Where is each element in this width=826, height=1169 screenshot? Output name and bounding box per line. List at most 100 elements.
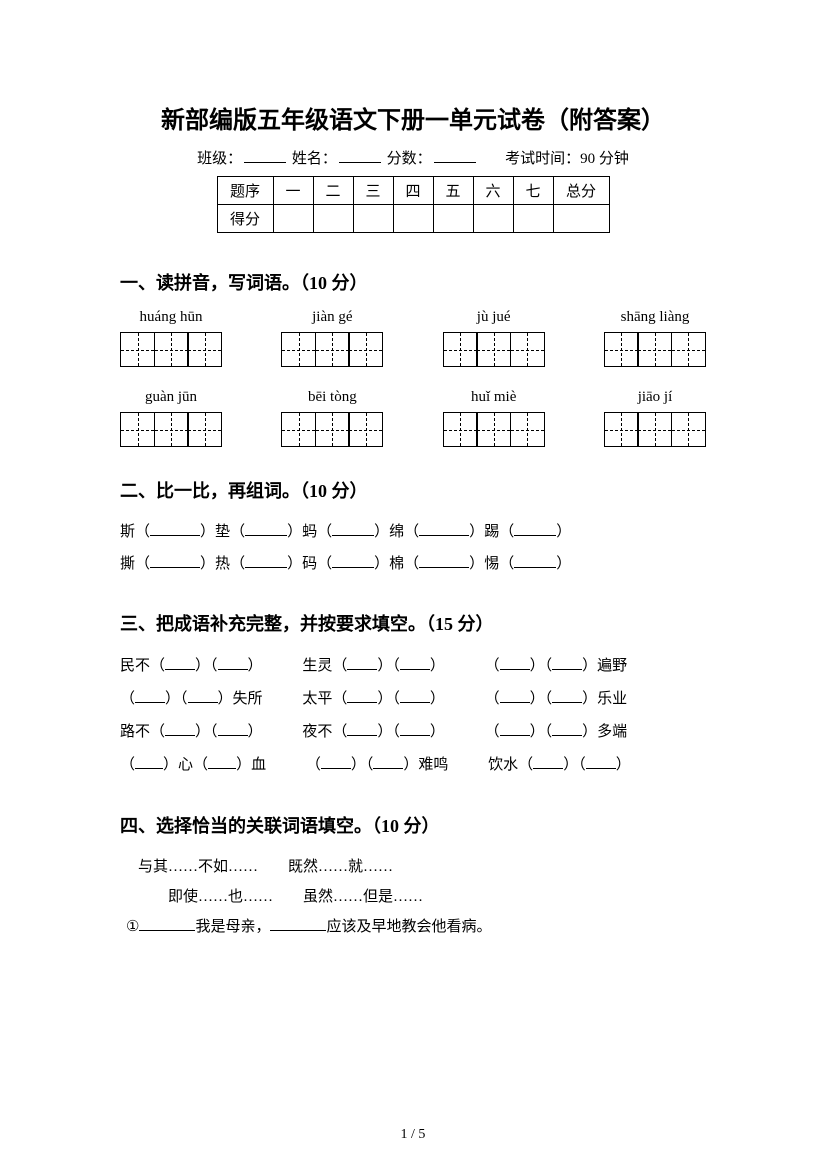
char-box-grid[interactable] — [443, 332, 545, 367]
blank[interactable] — [400, 688, 430, 703]
blank[interactable] — [586, 754, 616, 769]
char-box-grid[interactable] — [604, 332, 706, 367]
cell-q-order: 题序 — [217, 177, 273, 205]
exam-time: 考试时间：90 分钟 — [505, 151, 629, 167]
blank[interactable] — [514, 553, 556, 568]
idiom-line: （）（）失所 太平（）（） （）（）乐业 — [120, 683, 706, 716]
name-blank[interactable] — [339, 162, 381, 163]
cell-score-input[interactable] — [393, 205, 433, 233]
blank[interactable] — [500, 655, 530, 670]
blank[interactable] — [218, 721, 248, 736]
pinyin-item: bēi tòng — [281, 389, 383, 447]
idiom-prefix: 民不 — [120, 658, 150, 674]
class-label: 班级： — [197, 151, 242, 167]
cell-score-input[interactable] — [513, 205, 553, 233]
idiom-prefix: 夜不 — [302, 724, 332, 740]
blank[interactable] — [150, 521, 200, 536]
class-blank[interactable] — [244, 162, 286, 163]
char: 垫 — [215, 524, 230, 540]
blank[interactable] — [321, 754, 351, 769]
conjunction-options-2: 即使……也…… 虽然……但是…… — [120, 882, 706, 912]
question-1: ① 我是母亲， 应该及早地教会他看病。 — [120, 912, 706, 942]
blank[interactable] — [533, 754, 563, 769]
char: 蚂 — [302, 524, 317, 540]
pinyin-text: jiāo jí — [638, 389, 673, 406]
blank[interactable] — [245, 553, 287, 568]
q-text: 应该及早地教会他看病。 — [326, 919, 491, 935]
blank[interactable] — [332, 553, 374, 568]
idiom-suffix: 难鸣 — [418, 757, 448, 773]
idiom-line: 民不（）（） 生灵（）（） （）（）遍野 — [120, 650, 706, 683]
score-blank[interactable] — [434, 162, 476, 163]
cell-score-input[interactable] — [433, 205, 473, 233]
blank[interactable] — [139, 916, 195, 931]
blank[interactable] — [552, 721, 582, 736]
table-row: 题序 一 二 三 四 五 六 七 总分 — [217, 177, 609, 205]
idiom-mid: 心 — [178, 757, 193, 773]
blank[interactable] — [135, 688, 165, 703]
idiom-suffix: 乐业 — [597, 691, 627, 707]
blank[interactable] — [347, 721, 377, 736]
blank[interactable] — [373, 754, 403, 769]
pinyin-text: huáng hūn — [140, 309, 203, 326]
char-box-grid[interactable] — [120, 332, 222, 367]
blank[interactable] — [552, 688, 582, 703]
char: 惕 — [484, 556, 499, 572]
blank[interactable] — [500, 688, 530, 703]
char-box-grid[interactable] — [443, 412, 545, 447]
blank[interactable] — [270, 916, 326, 931]
blank[interactable] — [419, 521, 469, 536]
char: 码 — [302, 556, 317, 572]
pinyin-text: jiàn gé — [312, 309, 352, 326]
idiom-prefix: 饮水 — [488, 757, 518, 773]
idiom-suffix: 多端 — [597, 724, 627, 740]
char-box-grid[interactable] — [604, 412, 706, 447]
conjunction-options-1: 与其……不如…… 既然……就…… — [120, 852, 706, 882]
char-box-grid[interactable] — [281, 332, 383, 367]
blank[interactable] — [500, 721, 530, 736]
idiom-prefix: 生灵 — [302, 658, 332, 674]
cell-score-input[interactable] — [353, 205, 393, 233]
blank[interactable] — [347, 655, 377, 670]
blank[interactable] — [208, 754, 236, 769]
blank[interactable] — [165, 655, 195, 670]
q-text: 我是母亲， — [195, 919, 270, 935]
section-4-title: 四、选择恰当的关联词语填空。（10 分） — [120, 812, 706, 838]
cell-num: 二 — [313, 177, 353, 205]
char: 踢 — [484, 524, 499, 540]
char-box-grid[interactable] — [120, 412, 222, 447]
blank[interactable] — [400, 655, 430, 670]
char-box-grid[interactable] — [281, 412, 383, 447]
blank[interactable] — [165, 721, 195, 736]
cell-num: 一 — [273, 177, 313, 205]
blank[interactable] — [150, 553, 200, 568]
idiom-prefix: 路不 — [120, 724, 150, 740]
blank[interactable] — [419, 553, 469, 568]
section-3-title: 三、把成语补充完整，并按要求填空。（15 分） — [120, 610, 706, 636]
cell-score-input[interactable] — [553, 205, 609, 233]
blank[interactable] — [332, 521, 374, 536]
table-row: 得分 — [217, 205, 609, 233]
cell-score-input[interactable] — [473, 205, 513, 233]
blank[interactable] — [135, 754, 163, 769]
page-number: 1 / 5 — [0, 1127, 826, 1143]
cell-score-input[interactable] — [313, 205, 353, 233]
blank[interactable] — [514, 521, 556, 536]
blank[interactable] — [188, 688, 218, 703]
pinyin-row-2: guàn jūn bēi tòng huǐ miè jiāo jí — [120, 389, 706, 447]
char: 棉 — [389, 556, 404, 572]
char: 热 — [215, 556, 230, 572]
cell-num: 五 — [433, 177, 473, 205]
pinyin-item: guàn jūn — [120, 389, 222, 447]
blank[interactable] — [245, 521, 287, 536]
char: 绵 — [389, 524, 404, 540]
blank[interactable] — [347, 688, 377, 703]
idiom-line: （）心（）血 （）（）难鸣 饮水（）（） — [120, 749, 706, 782]
blank[interactable] — [552, 655, 582, 670]
pinyin-item: jiàn gé — [281, 309, 383, 367]
blank[interactable] — [218, 655, 248, 670]
cell-num: 七 — [513, 177, 553, 205]
q-prefix: ① — [126, 919, 139, 935]
blank[interactable] — [400, 721, 430, 736]
cell-score-input[interactable] — [273, 205, 313, 233]
